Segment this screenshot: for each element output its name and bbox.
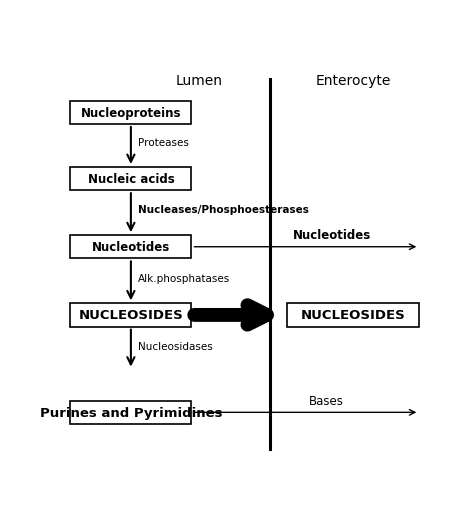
Text: Nucleoproteins: Nucleoproteins xyxy=(81,107,181,120)
Text: Nucleotides: Nucleotides xyxy=(292,229,371,242)
FancyBboxPatch shape xyxy=(70,401,191,424)
Text: Purines and Pyrimidines: Purines and Pyrimidines xyxy=(40,406,222,419)
FancyBboxPatch shape xyxy=(70,304,191,327)
Text: Nucleic acids: Nucleic acids xyxy=(88,173,174,186)
Text: Bases: Bases xyxy=(309,394,344,407)
Text: Proteases: Proteases xyxy=(138,137,189,147)
Text: Nucleases/Phosphoesterases: Nucleases/Phosphoesterases xyxy=(138,204,309,214)
FancyBboxPatch shape xyxy=(70,168,191,191)
Text: NUCLEOSIDES: NUCLEOSIDES xyxy=(301,309,405,322)
Text: NUCLEOSIDES: NUCLEOSIDES xyxy=(79,309,183,322)
Text: Enterocyte: Enterocyte xyxy=(315,74,391,88)
FancyBboxPatch shape xyxy=(70,235,191,259)
Text: Nucleotides: Nucleotides xyxy=(92,241,170,254)
FancyBboxPatch shape xyxy=(287,304,419,327)
FancyBboxPatch shape xyxy=(70,102,191,125)
Text: Nucleosidases: Nucleosidases xyxy=(138,341,213,351)
Text: Alk.phosphatases: Alk.phosphatases xyxy=(138,273,230,283)
Text: Lumen: Lumen xyxy=(175,74,222,88)
